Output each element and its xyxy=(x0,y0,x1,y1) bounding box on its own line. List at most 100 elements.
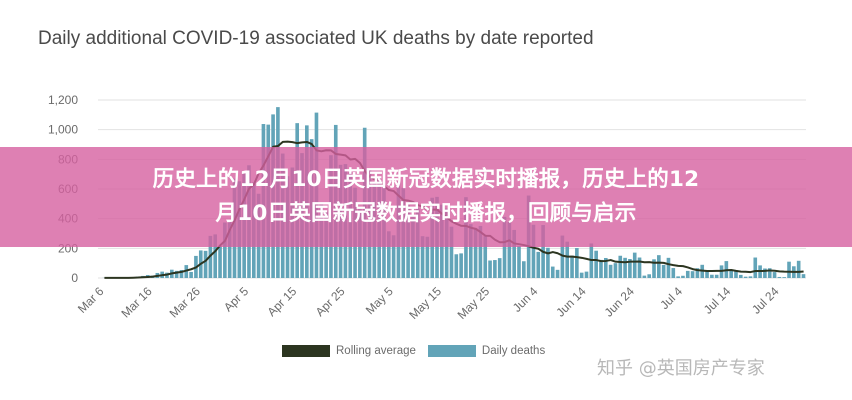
daily-deaths-bar xyxy=(425,236,430,278)
daily-deaths-bar xyxy=(570,255,574,278)
x-tick-label: Jul 4 xyxy=(657,284,685,312)
x-tick-label: Jun 24 xyxy=(602,284,638,320)
daily-deaths-bar xyxy=(386,231,391,278)
daily-deaths-bar xyxy=(796,260,801,278)
x-tick-label: May 5 xyxy=(363,284,396,317)
daily-deaths-bar xyxy=(536,251,541,278)
x-tick-label: Jul 14 xyxy=(701,284,734,317)
daily-deaths-bar xyxy=(459,253,463,278)
daily-deaths-bar xyxy=(594,250,598,278)
daily-deaths-bar xyxy=(618,255,623,278)
daily-deaths-bar xyxy=(782,277,787,278)
daily-deaths-bar xyxy=(560,235,565,278)
daily-deaths-bar xyxy=(628,259,632,278)
daily-deaths-bar xyxy=(685,270,690,278)
daily-deaths-bar xyxy=(227,221,232,278)
daily-deaths-bar xyxy=(748,276,753,278)
daily-deaths-bar xyxy=(801,274,806,278)
daily-deaths-bar xyxy=(681,275,685,278)
daily-deaths-bar xyxy=(599,259,603,278)
daily-deaths-bar xyxy=(695,268,700,278)
daily-deaths-bar xyxy=(632,252,637,278)
daily-deaths-bar xyxy=(517,246,521,278)
daily-deaths-bar xyxy=(666,257,671,278)
watermark-text: 知乎 @英国房产专家 xyxy=(597,358,765,379)
daily-deaths-bar xyxy=(522,261,526,278)
daily-deaths-bar xyxy=(565,241,570,278)
daily-deaths-bar xyxy=(608,264,613,278)
daily-deaths-bar xyxy=(661,264,666,278)
daily-deaths-bar xyxy=(637,257,642,278)
daily-deaths-bar xyxy=(676,276,680,278)
daily-deaths-bar xyxy=(488,260,492,278)
y-tick-label: 1,200 xyxy=(48,93,78,107)
daily-deaths-bar xyxy=(575,248,579,278)
x-tick-label: Jun 14 xyxy=(553,284,589,320)
daily-deaths-bar xyxy=(579,272,584,278)
overlay-banner: 历史上的12月10日英国新冠数据实时播报，历史上的12 月10日英国新冠数据实时… xyxy=(0,147,852,247)
x-tick-label: Apr 25 xyxy=(313,284,348,319)
daily-deaths-bar xyxy=(642,275,647,278)
daily-deaths-bar xyxy=(507,222,512,278)
daily-deaths-bar xyxy=(493,260,497,278)
legend-swatch-daily-deaths xyxy=(427,345,476,357)
daily-deaths-bar xyxy=(478,225,483,278)
daily-deaths-bar xyxy=(734,270,738,278)
x-tick-label: Mar 6 xyxy=(75,284,107,316)
x-tick-label: Mar 26 xyxy=(167,284,204,321)
daily-deaths-bar xyxy=(767,268,772,278)
daily-deaths-bar xyxy=(223,222,227,278)
daily-deaths-bar xyxy=(603,257,608,278)
daily-deaths-bar xyxy=(546,247,550,278)
daily-deaths-bar xyxy=(213,234,218,278)
daily-deaths-bar xyxy=(512,229,516,278)
daily-deaths-bar xyxy=(174,270,179,278)
y-tick-label: 1,000 xyxy=(48,123,78,137)
daily-deaths-bar xyxy=(763,268,767,278)
daily-deaths-bar xyxy=(743,276,748,278)
x-tick-label: Mar 16 xyxy=(118,284,155,321)
daily-deaths-bar xyxy=(657,255,661,278)
daily-deaths-bar xyxy=(468,224,473,278)
daily-deaths-bar xyxy=(179,269,184,278)
daily-deaths-bar xyxy=(218,246,222,278)
daily-deaths-bar xyxy=(391,235,396,278)
daily-deaths-bar xyxy=(473,227,478,278)
daily-deaths-bar xyxy=(652,259,656,278)
daily-deaths-bar xyxy=(738,274,743,278)
daily-deaths-bar xyxy=(502,216,507,278)
chart-title: Daily additional COVID-19 associated UK … xyxy=(38,28,594,49)
daily-deaths-bar xyxy=(613,263,618,278)
daily-deaths-bar xyxy=(705,271,709,278)
daily-deaths-bar xyxy=(729,270,733,278)
daily-deaths-bar xyxy=(671,268,676,278)
legend-label-rolling-average: Rolling average xyxy=(336,345,416,357)
banner-text-line-2: 月10日英国新冠数据实时播报，回顾与启示 xyxy=(215,201,637,226)
daily-deaths-bar xyxy=(454,254,459,278)
x-tick-label: Apr 5 xyxy=(221,284,251,314)
daily-deaths-bar xyxy=(647,274,651,278)
banner-text-line-1: 历史上的12月10日英国新冠数据实时播报，历史上的12 xyxy=(152,167,700,192)
daily-deaths-bar xyxy=(623,257,627,278)
x-tick-label: May 15 xyxy=(406,284,444,322)
daily-deaths-bar xyxy=(690,271,695,278)
x-tick-label: Jul 24 xyxy=(749,284,782,317)
daily-deaths-bar xyxy=(531,224,536,278)
daily-deaths-bar xyxy=(772,272,777,278)
daily-deaths-bar xyxy=(777,276,782,278)
daily-deaths-bar xyxy=(203,250,208,278)
daily-deaths-bar xyxy=(555,269,560,278)
daily-deaths-bar xyxy=(753,257,758,278)
x-tick-label: Jun 4 xyxy=(510,284,541,315)
y-tick-label: 0 xyxy=(71,271,78,285)
daily-deaths-bar xyxy=(449,226,454,278)
daily-deaths-bar xyxy=(787,261,791,278)
legend-label-daily-deaths: Daily deaths xyxy=(481,345,546,357)
daily-deaths-bar xyxy=(483,236,488,278)
daily-deaths-bar xyxy=(420,236,425,278)
chart-legend: Rolling average Daily deaths xyxy=(282,345,557,357)
daily-deaths-bar xyxy=(497,258,502,278)
daily-deaths-bar xyxy=(714,274,719,278)
daily-deaths-bar xyxy=(584,271,589,278)
daily-deaths-bar xyxy=(550,266,555,278)
